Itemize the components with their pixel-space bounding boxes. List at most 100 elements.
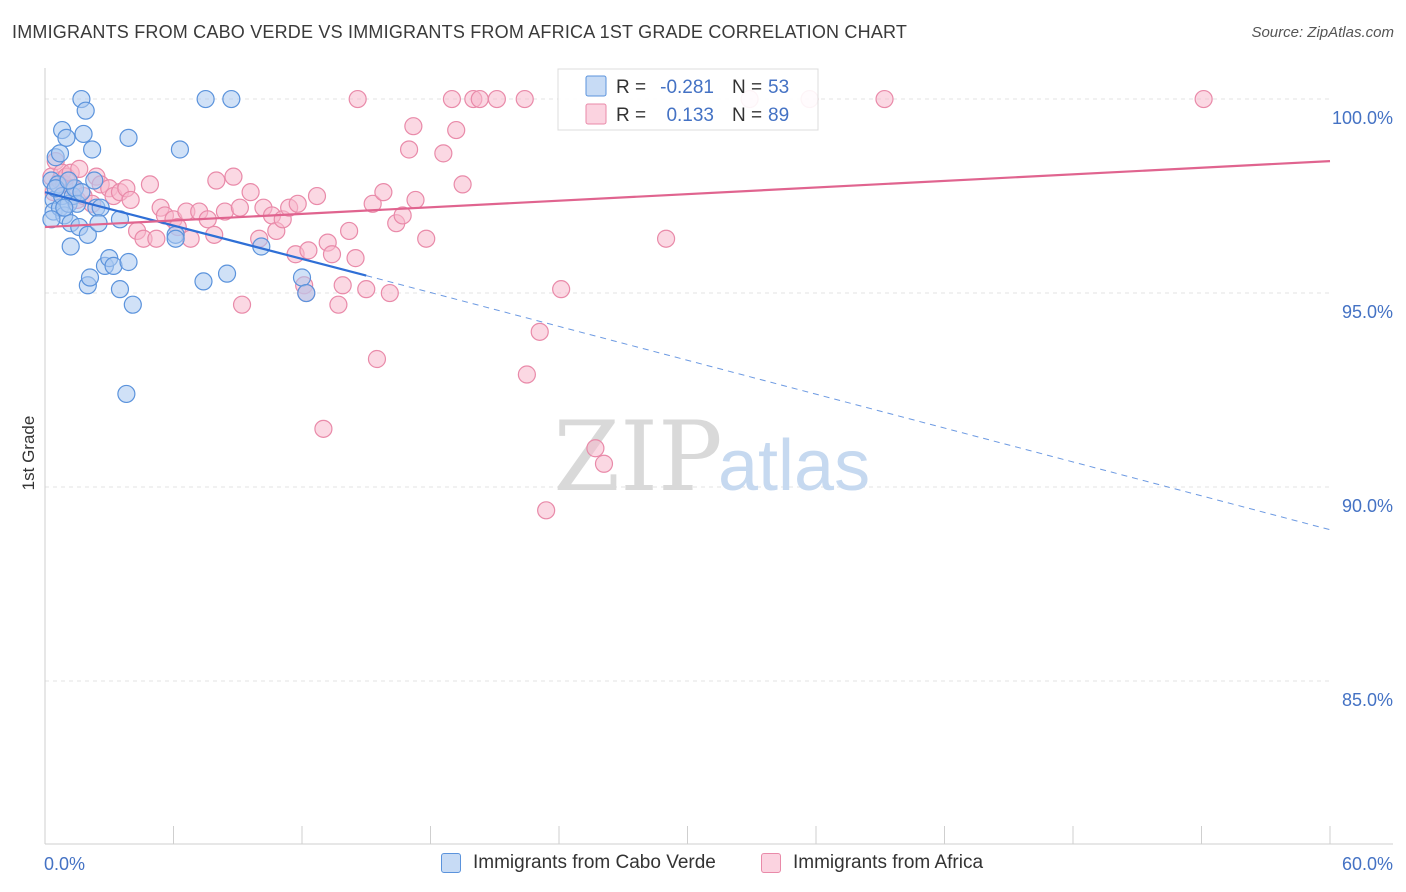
point-cabo-verde — [55, 198, 74, 217]
point-cabo-verde — [217, 264, 237, 283]
point-africa — [307, 186, 327, 206]
point-cabo-verde — [196, 89, 215, 109]
point-cabo-verde — [57, 128, 76, 147]
point-africa — [404, 117, 423, 136]
watermark-atlas: atlas — [718, 426, 870, 506]
point-africa — [470, 89, 489, 109]
point-africa — [121, 190, 140, 210]
point-africa — [594, 454, 614, 473]
legend-swatch-blue — [441, 853, 461, 873]
axis-layer: 85.0% 90.0% 95.0% 100.0% 0.0% 60.0% — [44, 68, 1393, 874]
stats-r-label: R = — [616, 105, 646, 126]
point-africa — [147, 229, 166, 248]
point-africa — [374, 183, 393, 202]
stats-n-value: 53 — [768, 77, 789, 98]
point-africa — [1194, 89, 1213, 109]
stats-r-value: 0.133 — [666, 105, 714, 126]
trend-line-africa — [44, 160, 1331, 229]
legend-label-africa: Immigrants from Africa — [793, 852, 984, 873]
point-africa — [329, 295, 348, 314]
point-africa — [322, 245, 342, 264]
stats-row: R = -0.281 N = 53 — [585, 75, 789, 98]
chart-source: Source: ZipAtlas.com — [1251, 24, 1394, 41]
point-africa — [552, 280, 571, 299]
point-africa — [367, 349, 387, 369]
x-tick-label-left: 0.0% — [44, 854, 85, 874]
point-africa — [406, 190, 425, 210]
point-africa — [340, 221, 359, 241]
y-axis-label: 1st Grade — [19, 416, 38, 491]
stats-n-label: N = — [732, 77, 762, 98]
point-africa — [363, 194, 382, 213]
point-cabo-verde — [123, 295, 142, 314]
point-cabo-verde — [110, 280, 130, 299]
watermark: ZIP atlas — [553, 401, 870, 513]
stats-swatch — [585, 103, 607, 125]
y-tick-label: 95.0% — [1342, 302, 1393, 322]
point-africa — [346, 249, 365, 268]
point-africa — [333, 276, 352, 295]
legend-label-cabo-verde: Immigrants from Cabo Verde — [473, 852, 716, 873]
point-africa — [517, 365, 536, 384]
point-africa — [586, 439, 605, 458]
trend-layer — [44, 160, 1331, 531]
point-cabo-verde — [74, 124, 93, 144]
stats-box: R = -0.281 N = 53 R = 0.133 N = 89 — [557, 68, 819, 131]
point-cabo-verde — [83, 140, 102, 159]
legend-swatch-pink — [761, 853, 781, 873]
point-cabo-verde — [170, 140, 190, 159]
point-cabo-verde — [104, 256, 123, 275]
point-cabo-verde — [76, 101, 95, 120]
point-africa — [230, 198, 249, 217]
point-africa — [442, 89, 462, 109]
point-africa — [207, 171, 226, 190]
point-cabo-verde — [61, 237, 80, 256]
y-tick-label: 90.0% — [1342, 496, 1393, 516]
stats-swatch — [585, 75, 607, 97]
point-africa — [875, 89, 894, 109]
points-layer — [42, 89, 1213, 520]
point-africa — [224, 167, 243, 186]
stats-n-value: 89 — [768, 105, 789, 126]
watermark-zip: ZIP — [553, 401, 722, 513]
point-cabo-verde — [78, 225, 97, 244]
point-africa — [232, 295, 252, 314]
point-cabo-verde — [119, 128, 138, 147]
point-africa — [434, 144, 453, 163]
point-africa — [140, 175, 160, 194]
point-africa — [656, 229, 676, 248]
point-cabo-verde — [119, 252, 138, 272]
point-africa — [399, 140, 419, 159]
y-tick-label: 100.0% — [1332, 108, 1393, 128]
point-africa — [380, 283, 399, 303]
stats-r-label: R = — [616, 77, 646, 98]
point-africa — [299, 241, 318, 260]
point-africa — [348, 89, 367, 109]
point-cabo-verde — [59, 171, 78, 190]
point-africa — [241, 183, 260, 202]
point-africa — [70, 159, 89, 178]
point-cabo-verde — [297, 283, 316, 303]
stats-row: R = 0.133 N = 89 — [585, 103, 789, 126]
trend-line-cabo-verde — [44, 191, 367, 277]
point-africa — [417, 229, 436, 248]
point-cabo-verde — [80, 268, 100, 287]
legend-item-cabo-verde[interactable]: Immigrants from Cabo Verde — [441, 852, 716, 874]
point-cabo-verde — [222, 89, 241, 109]
point-cabo-verde — [292, 268, 312, 287]
grid-layer — [45, 98, 1330, 682]
point-africa — [314, 419, 333, 438]
point-cabo-verde — [50, 144, 70, 163]
point-africa — [288, 194, 307, 213]
point-africa — [537, 501, 556, 520]
stats-r-value: -0.281 — [660, 77, 714, 98]
point-africa — [487, 89, 506, 109]
point-africa — [530, 322, 549, 341]
legend-item-africa[interactable]: Immigrants from Africa — [761, 852, 983, 874]
point-africa — [447, 120, 466, 140]
point-africa — [357, 280, 376, 299]
point-africa — [453, 175, 472, 194]
point-africa — [515, 89, 534, 109]
chart-title: IMMIGRANTS FROM CABO VERDE VS IMMIGRANTS… — [12, 22, 908, 42]
